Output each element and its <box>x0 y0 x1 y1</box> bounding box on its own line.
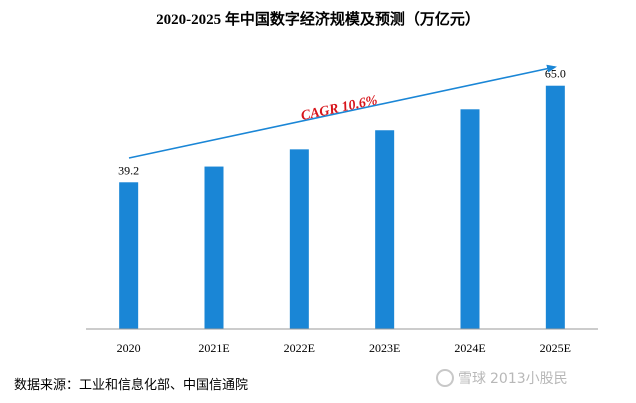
bar-2022E <box>289 149 309 329</box>
snowball-logo-icon <box>436 369 454 387</box>
cagr-trend-arrow <box>128 64 557 159</box>
watermark-user: 2013小股民 <box>490 371 568 387</box>
x-tick-label-2021E: 2021E <box>198 341 229 355</box>
x-tick-label-2020: 2020 <box>117 341 141 355</box>
x-tick-label-2025E: 2025E <box>540 341 571 355</box>
watermark-brand: 雪球 <box>458 371 486 387</box>
data-labels: 39.265.0 <box>118 67 566 178</box>
bar-2024E <box>460 109 480 330</box>
cagr-annotation: CAGR 10.6% <box>300 93 379 124</box>
x-tick-labels: 2020 2021E 2022E 2023E 2024E 2025E <box>117 341 571 355</box>
chart-title: 2020-2025 年中国数字经济规模及预测（万亿元） <box>156 10 480 28</box>
x-tick-label-2022E: 2022E <box>284 341 315 355</box>
bar-2025E <box>545 85 565 329</box>
source-note: 数据来源：工业和信息化部、中国信通院 <box>14 378 249 393</box>
data-label-2020: 39.2 <box>118 163 139 177</box>
bar-2023E <box>375 130 395 329</box>
bar-2021E <box>204 166 224 329</box>
x-tick-label-2024E: 2024E <box>454 341 485 355</box>
x-tick-label-2023E: 2023E <box>369 341 400 355</box>
watermark: 雪球 2013小股民 <box>436 368 568 388</box>
bars-group <box>119 85 565 330</box>
bar-2020 <box>119 182 139 329</box>
